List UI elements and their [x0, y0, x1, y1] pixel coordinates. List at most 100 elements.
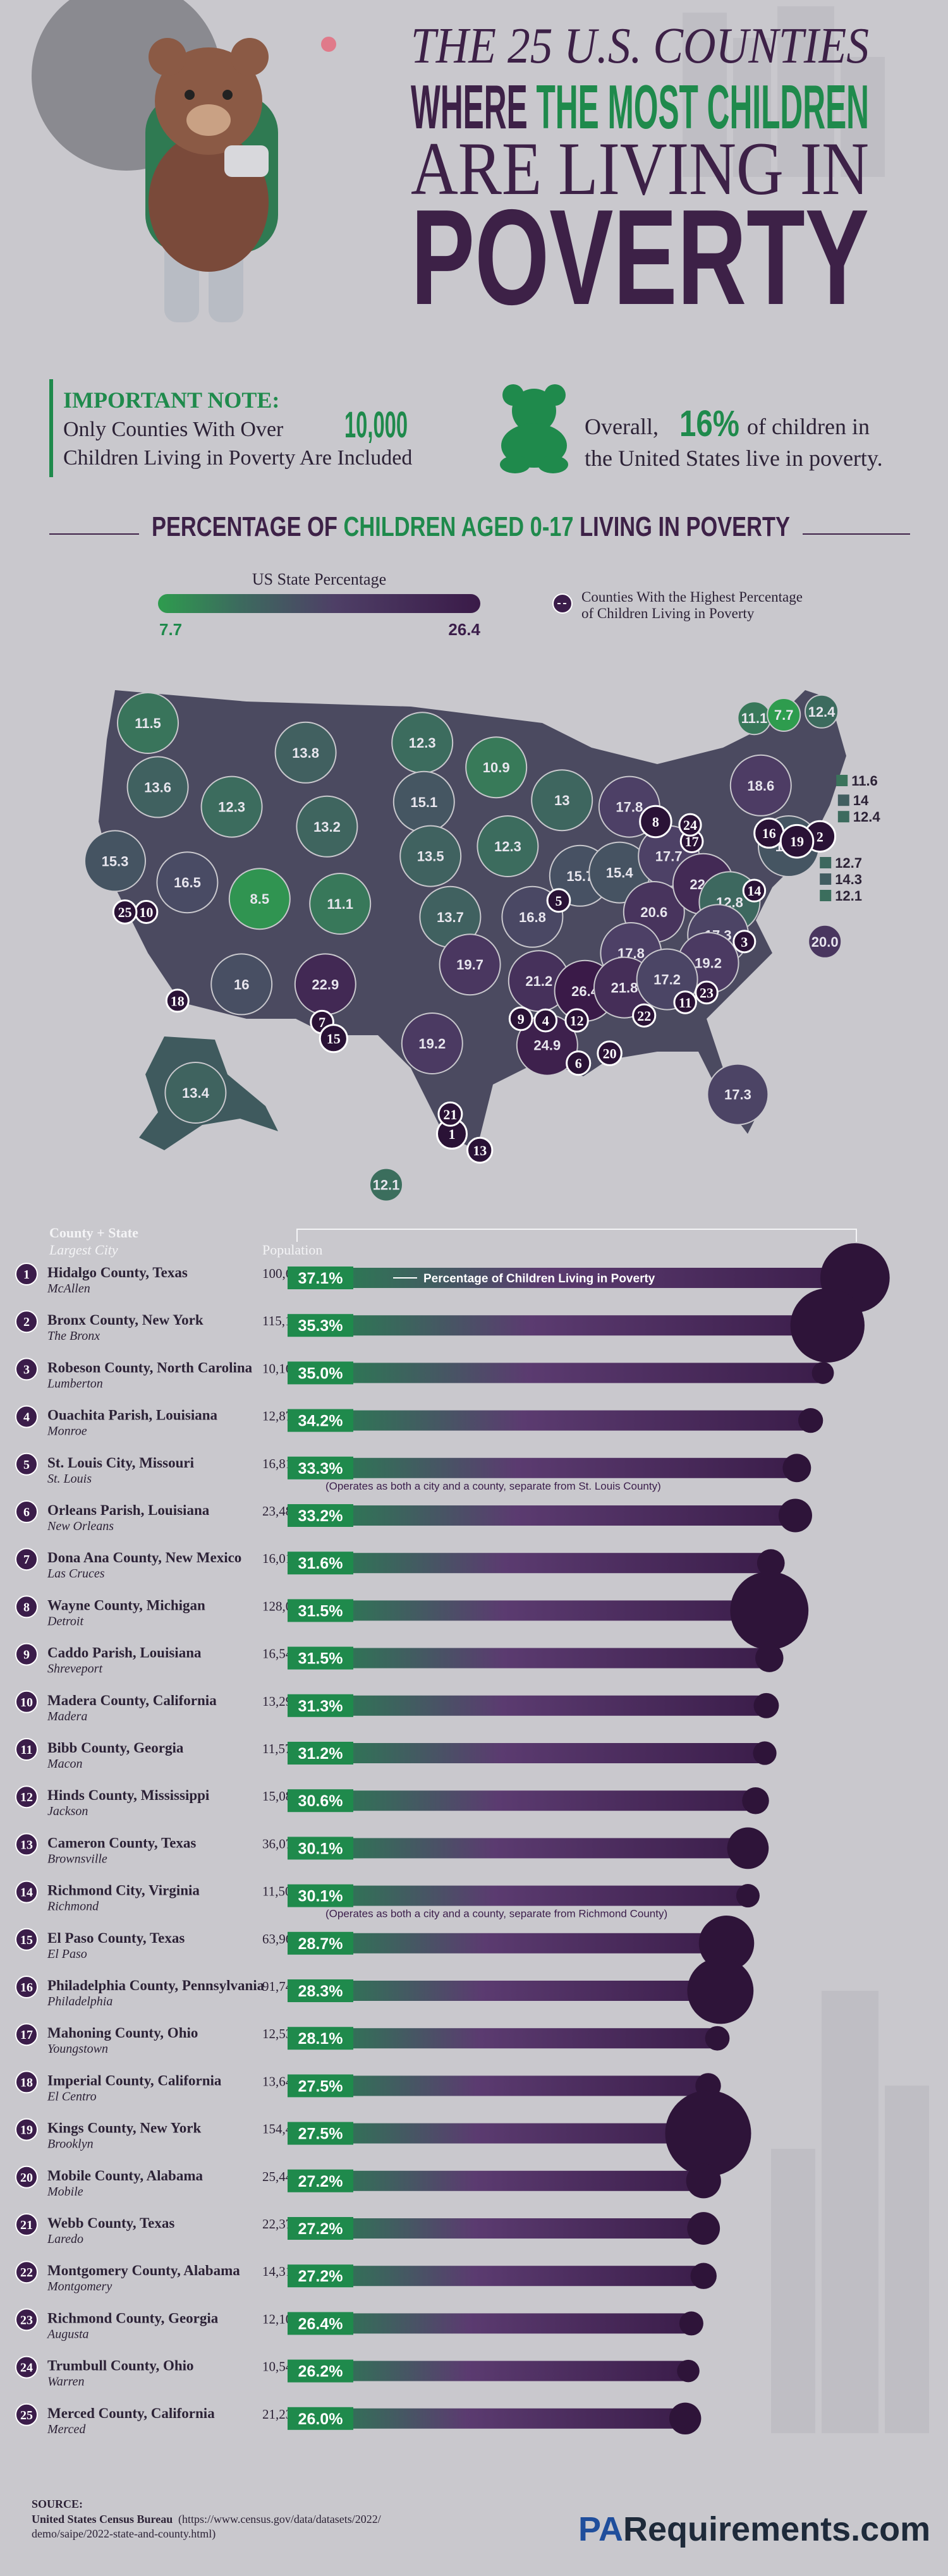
bar: [288, 1838, 748, 1859]
percent-box: [288, 2312, 353, 2335]
county-marker: [639, 805, 672, 839]
state-value: 15.3: [102, 853, 129, 869]
county-marker: [564, 1008, 589, 1033]
rank-badge: [15, 1500, 38, 1523]
logo-part[interactable]: Requirements.com: [623, 2510, 930, 2548]
rank-number: 7: [23, 1553, 30, 1567]
bar: [288, 1648, 770, 1668]
row-note: (Operates as both a city and a county, s…: [325, 1908, 667, 1920]
percent-label: 33.2%: [298, 1507, 343, 1525]
state: [126, 756, 189, 818]
state-swatch: [820, 873, 832, 885]
rank-number: 22: [20, 2266, 33, 2280]
county-marker: [695, 980, 719, 1005]
state-value: 12.1: [835, 888, 862, 904]
percent-box: [288, 1742, 353, 1765]
percent-label: 30.6%: [298, 1792, 343, 1810]
county-name: Robeson County, North Carolina: [47, 1359, 253, 1375]
rank-badge: [15, 1738, 38, 1761]
logo[interactable]: PARequirements.com: [578, 2510, 930, 2548]
population-bubble: [798, 1407, 823, 1433]
population-bubble: [753, 1692, 779, 1718]
state-value: 13.6: [144, 779, 171, 795]
percent-box: [288, 2122, 353, 2145]
percent-box: [288, 1931, 353, 1955]
county-name: Imperial County, California: [47, 2072, 222, 2088]
percent-label: 31.5%: [298, 1602, 343, 1620]
county-marker-rank: 21: [443, 1107, 457, 1122]
city-name: Warren: [47, 2375, 85, 2389]
population-bubble: [679, 2311, 703, 2336]
county-name: Ouachita Parish, Louisiana: [47, 1407, 218, 1423]
state-value: 12.3: [218, 799, 245, 815]
state-value: 15.1: [410, 794, 437, 810]
rank-badge: [15, 2355, 38, 2379]
population-bubble: [778, 1498, 812, 1533]
state: [369, 1167, 403, 1202]
rank-number: 6: [23, 1505, 30, 1519]
city-name: El Centro: [47, 2089, 97, 2103]
rank-number: 12: [20, 1790, 33, 1804]
county-name: Webb County, Texas: [47, 2215, 174, 2231]
bar: [288, 2170, 704, 2191]
city-name: Augusta: [46, 2327, 89, 2341]
rank-badge: [15, 1880, 38, 1904]
source-url: demo/saipe/2022-state-and-county.html): [32, 2527, 216, 2541]
buildings: [683, 6, 929, 2433]
state-value: 16.5: [174, 875, 201, 890]
percent-box: [288, 2217, 353, 2240]
county-marker-rank: 11: [679, 995, 692, 1011]
percent-box: [288, 1361, 353, 1385]
state: [805, 694, 839, 729]
note-text: Children Living in Poverty Are Included: [63, 446, 412, 470]
county-name: Kings County, New York: [47, 2120, 201, 2136]
population-bubble: [690, 2263, 717, 2289]
rank-number: 17: [20, 2028, 33, 2042]
rank-badge: [15, 2213, 38, 2236]
city-name: Youngstown: [47, 2042, 108, 2056]
bar: [288, 1695, 767, 1716]
state: [84, 830, 146, 892]
percent-box: [288, 1552, 353, 1575]
population-bubble: [665, 2090, 751, 2177]
city-name: Richmond: [47, 1900, 99, 1914]
county-marker-rank: 10: [139, 904, 153, 920]
title-line-1: THE 25 U.S. COUNTIES: [411, 18, 869, 74]
section-title: PERCENTAGE OF CHILDREN AGED 0-17 LIVING …: [152, 511, 790, 542]
logo-part[interactable]: PA: [578, 2510, 623, 2548]
county-marker-rank: 5: [556, 893, 562, 909]
county-name: Montgomery County, Alabama: [47, 2263, 240, 2278]
percent-box: [288, 1456, 353, 1479]
rank-number: 21: [20, 2218, 33, 2232]
population-bubble: [705, 2026, 730, 2051]
state: [200, 775, 263, 838]
state: [767, 698, 801, 732]
percent-box: [288, 2074, 353, 2098]
county-name: El Paso County, Texas: [47, 1930, 185, 1946]
county-marker-rank: 6: [575, 1055, 582, 1071]
state-value: 12.1: [373, 1177, 400, 1193]
rank-number: 23: [20, 2313, 33, 2327]
section-title-part: LIVING IN POVERTY: [580, 511, 790, 542]
county-marker: [779, 823, 815, 859]
population-bubble: [686, 2163, 721, 2199]
percent-box: [288, 2407, 353, 2430]
state-value: 13.8: [292, 745, 319, 761]
population-bubble: [790, 1288, 865, 1363]
state: [707, 1063, 769, 1126]
county-marker-rank: 12: [570, 1013, 584, 1029]
county-marker-rank: 8: [652, 814, 659, 830]
percent-label: 27.2%: [298, 2268, 343, 2285]
state-value: 12.4: [853, 809, 881, 825]
bar-label: Percentage of Children Living in Poverty: [423, 1272, 655, 1285]
state: [477, 815, 539, 877]
bar: [288, 2313, 691, 2334]
state-value: 12.7: [835, 855, 862, 871]
rank-badge: [15, 1643, 38, 1666]
city-name: Lumberton: [47, 1376, 103, 1390]
percent-label: 37.1%: [298, 1270, 343, 1287]
city-name: Montgomery: [47, 2280, 112, 2293]
rank-badge: [15, 2023, 38, 2046]
rank-badge: [15, 1928, 38, 1951]
